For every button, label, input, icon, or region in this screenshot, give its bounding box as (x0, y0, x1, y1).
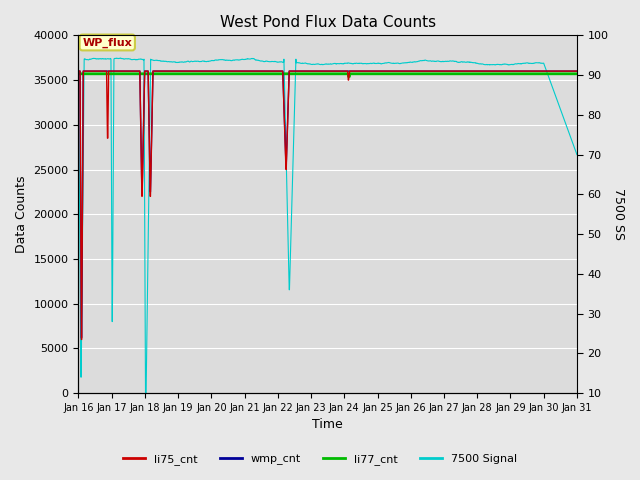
Title: West Pond Flux Data Counts: West Pond Flux Data Counts (220, 15, 436, 30)
Y-axis label: 7500 SS: 7500 SS (612, 188, 625, 240)
X-axis label: Time: Time (312, 419, 343, 432)
Text: WP_flux: WP_flux (83, 37, 132, 48)
Y-axis label: Data Counts: Data Counts (15, 176, 28, 253)
Legend: li75_cnt, wmp_cnt, li77_cnt, 7500 Signal: li75_cnt, wmp_cnt, li77_cnt, 7500 Signal (118, 450, 522, 469)
